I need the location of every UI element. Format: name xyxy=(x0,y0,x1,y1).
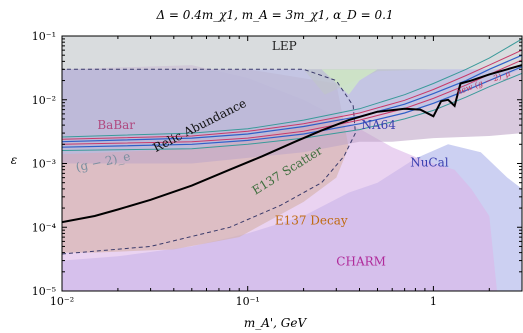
nucal-label: NuCal xyxy=(410,155,449,169)
y-axis-title: ε xyxy=(11,153,17,167)
y-tick-label: 10⁻² xyxy=(32,94,56,107)
na64-region xyxy=(62,69,522,155)
axis-ticks: 10⁻² 10⁻¹ 1 10⁻⁵ 10⁻⁴ 10⁻³ 10⁻² 10⁻¹ xyxy=(32,30,523,308)
x-tick-label: 10⁻¹ xyxy=(236,295,260,308)
chart-title: Δ = 0.4m_χ1, m_A = 3m_χ1, α_D = 0.1 xyxy=(155,8,393,22)
e137-decay-label: E137 Decay xyxy=(275,214,348,228)
x-tick-label: 10⁻² xyxy=(50,295,74,308)
x-tick-label: 1 xyxy=(430,295,437,308)
g2-mu-band-line-0 xyxy=(62,49,522,140)
y-tick-label: 10⁻³ xyxy=(32,158,56,171)
na64-label: NA64 xyxy=(361,118,396,132)
lep-region xyxy=(62,36,522,95)
teal-band-line-1 xyxy=(62,72,522,151)
relic-abundance-line xyxy=(62,64,522,224)
curves xyxy=(62,38,522,255)
exclusion-regions xyxy=(62,36,522,291)
lep-label: LEP xyxy=(272,39,297,53)
y-tick-label: 10⁻¹ xyxy=(32,30,56,43)
x-axis-title: m_A', GeV xyxy=(244,316,308,330)
babar-label: BaBar xyxy=(97,118,135,132)
blue-band-line-1 xyxy=(62,66,522,148)
g2-mu-band-line-1 xyxy=(62,59,522,145)
charm-label: CHARM xyxy=(336,255,386,269)
y-tick-label: 10⁻⁴ xyxy=(32,221,57,234)
e137-scatter-region xyxy=(321,69,378,95)
teal-band-line-0 xyxy=(62,38,522,138)
y-tick-label: 10⁻⁵ xyxy=(32,285,56,298)
